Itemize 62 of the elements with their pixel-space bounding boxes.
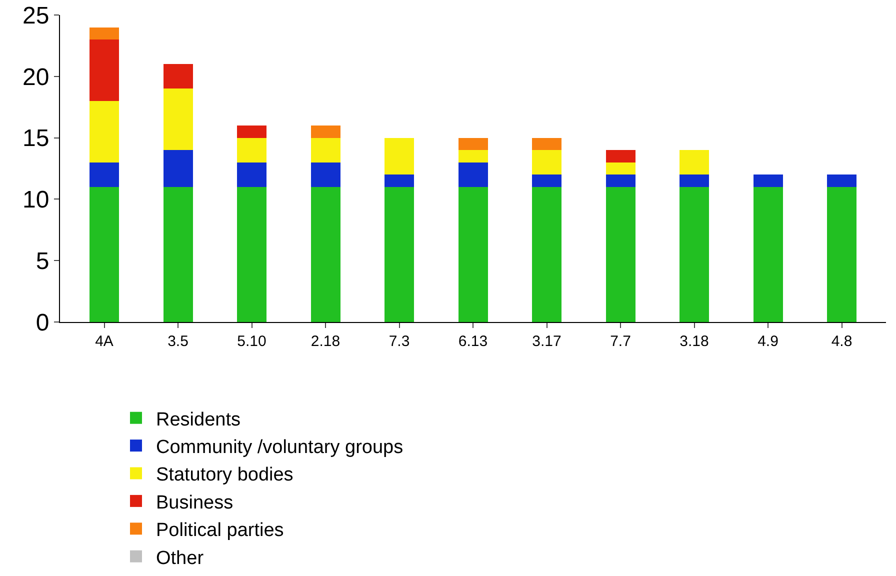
x-tick-label: 7.3 [388, 333, 410, 350]
y-tick-label: 25 [22, 2, 50, 30]
y-tick-label: 15 [22, 125, 50, 152]
bar [384, 138, 414, 175]
legend-label: Business [156, 492, 234, 514]
bar [532, 186, 562, 322]
bar [680, 186, 709, 322]
legend-label: Political parties [156, 520, 284, 542]
bar [310, 126, 340, 138]
x-tick-label: 4A [95, 333, 114, 350]
bar [458, 150, 488, 162]
bar [310, 138, 340, 162]
bar [827, 174, 856, 187]
legend-label: Residents [156, 409, 240, 430]
bar [237, 126, 266, 138]
bar [384, 174, 414, 187]
bar [384, 186, 414, 322]
bar [237, 186, 266, 322]
bar [458, 162, 488, 187]
bar [458, 186, 488, 322]
bar [532, 138, 562, 150]
bar [680, 174, 709, 187]
legend-label: Other [156, 548, 204, 569]
y-tick-label: 5 [36, 248, 50, 275]
bar [753, 186, 783, 322]
bar [90, 100, 119, 162]
bar [532, 150, 562, 175]
bar [90, 40, 119, 101]
bar [163, 150, 193, 187]
x-tick-label: 3.17 [532, 333, 562, 350]
bar [237, 162, 266, 187]
bar [680, 150, 709, 175]
bar [310, 162, 340, 187]
bar [606, 186, 636, 322]
y-tick-label: 0 [36, 309, 50, 336]
bar [163, 88, 193, 150]
bar [163, 186, 193, 322]
bar [163, 64, 193, 89]
x-tick-label: 3.18 [680, 333, 709, 350]
bar [532, 174, 562, 187]
bar [310, 186, 340, 322]
y-tick-label: 10 [22, 186, 50, 214]
y-tick-label: 20 [22, 64, 50, 91]
bar [606, 150, 636, 162]
x-tick-label: 4.9 [758, 333, 778, 350]
bar [90, 186, 119, 322]
bar [90, 27, 119, 40]
bar [237, 138, 266, 162]
x-tick-label: 6.13 [458, 333, 488, 350]
bar [90, 162, 119, 187]
x-tick-label: 7.7 [610, 333, 631, 350]
x-tick-label: 3.5 [168, 333, 188, 350]
x-tick-label: 2.18 [310, 333, 340, 350]
bar [458, 138, 488, 150]
x-tick-label: 5.10 [237, 333, 266, 350]
legend-label: Statutory bodies [156, 464, 294, 486]
x-tick-label: 4.8 [831, 333, 852, 350]
bar [827, 186, 856, 322]
bar [753, 174, 783, 187]
bar [606, 162, 636, 175]
bar [606, 174, 636, 187]
legend-label: Community /voluntary groups [156, 436, 404, 458]
